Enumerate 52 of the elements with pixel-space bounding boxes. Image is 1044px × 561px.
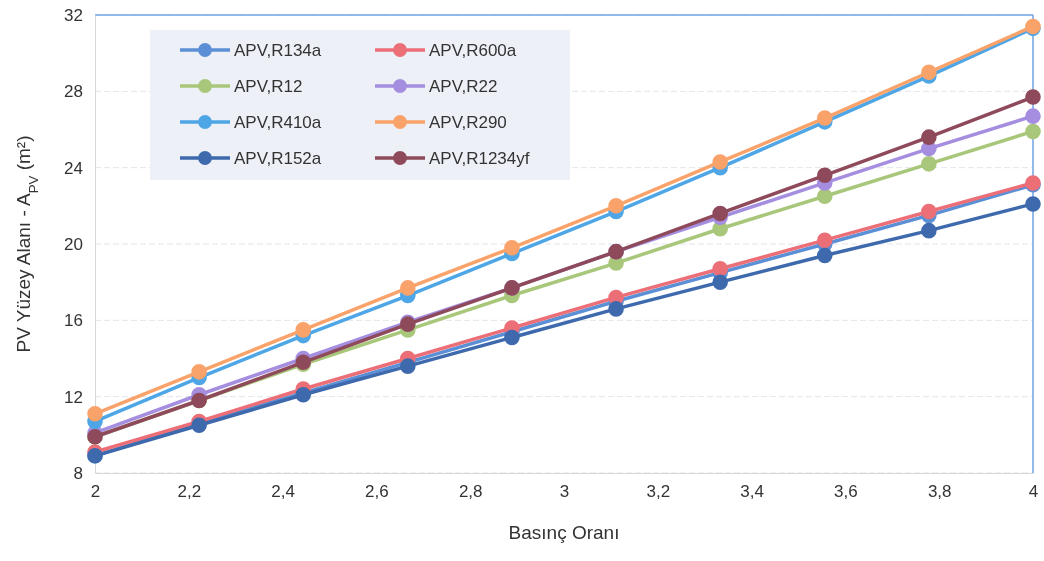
point xyxy=(295,322,312,338)
y-tick-label: 28 xyxy=(64,82,83,102)
point xyxy=(712,154,728,170)
point xyxy=(1025,108,1041,124)
point xyxy=(191,364,207,380)
point xyxy=(816,167,833,184)
point xyxy=(816,110,833,126)
x-axis-title: Basınç Oranı xyxy=(508,522,620,543)
point xyxy=(1025,123,1041,140)
point xyxy=(1025,196,1041,212)
x-tick-label: 3 xyxy=(559,482,570,502)
point xyxy=(1025,89,1041,105)
x-tick-label: 2 xyxy=(90,482,101,502)
point xyxy=(921,156,937,172)
point xyxy=(921,129,937,145)
legend-label: APV,R22 xyxy=(429,76,498,96)
point xyxy=(400,280,416,296)
legend-label: APV,R152a xyxy=(234,148,322,168)
legend-label: APV,R410a xyxy=(234,112,322,132)
point xyxy=(504,240,520,256)
y-tick-label: 20 xyxy=(64,234,83,254)
legend-label: APV,R1234yf xyxy=(429,148,530,168)
point xyxy=(816,247,833,264)
legend-label: APV,R134a xyxy=(234,40,322,60)
point xyxy=(921,64,937,81)
point xyxy=(712,205,728,222)
legend-label: APV,R290 xyxy=(429,112,507,132)
point xyxy=(816,188,833,205)
x-tick-label: 3,8 xyxy=(927,482,952,502)
y-tick-label: 12 xyxy=(64,387,83,407)
point xyxy=(87,406,103,422)
point xyxy=(608,198,624,214)
x-tick-label: 3,4 xyxy=(740,482,764,502)
x-tick-label: 4 xyxy=(1028,482,1039,502)
x-tick-label: 2,8 xyxy=(458,482,483,502)
x-tick-label: 2,4 xyxy=(271,482,295,502)
y-tick-label: 32 xyxy=(64,5,83,25)
point xyxy=(504,329,520,346)
point xyxy=(608,301,624,317)
point xyxy=(921,222,937,239)
x-tick-label: 2,6 xyxy=(365,482,389,502)
legend-label: APV,R12 xyxy=(234,76,303,96)
point xyxy=(400,358,416,374)
point xyxy=(921,203,937,220)
y-tick-label: 16 xyxy=(64,311,83,331)
y-tick-label: 24 xyxy=(64,158,83,178)
y-tick-label: 8 xyxy=(73,463,83,483)
x-tick-label: 2,2 xyxy=(177,482,202,502)
x-tick-label: 3,2 xyxy=(646,482,671,502)
x-tick-label: 3,6 xyxy=(834,482,858,502)
point xyxy=(816,232,833,248)
legend-label: APV,R600a xyxy=(429,40,517,60)
